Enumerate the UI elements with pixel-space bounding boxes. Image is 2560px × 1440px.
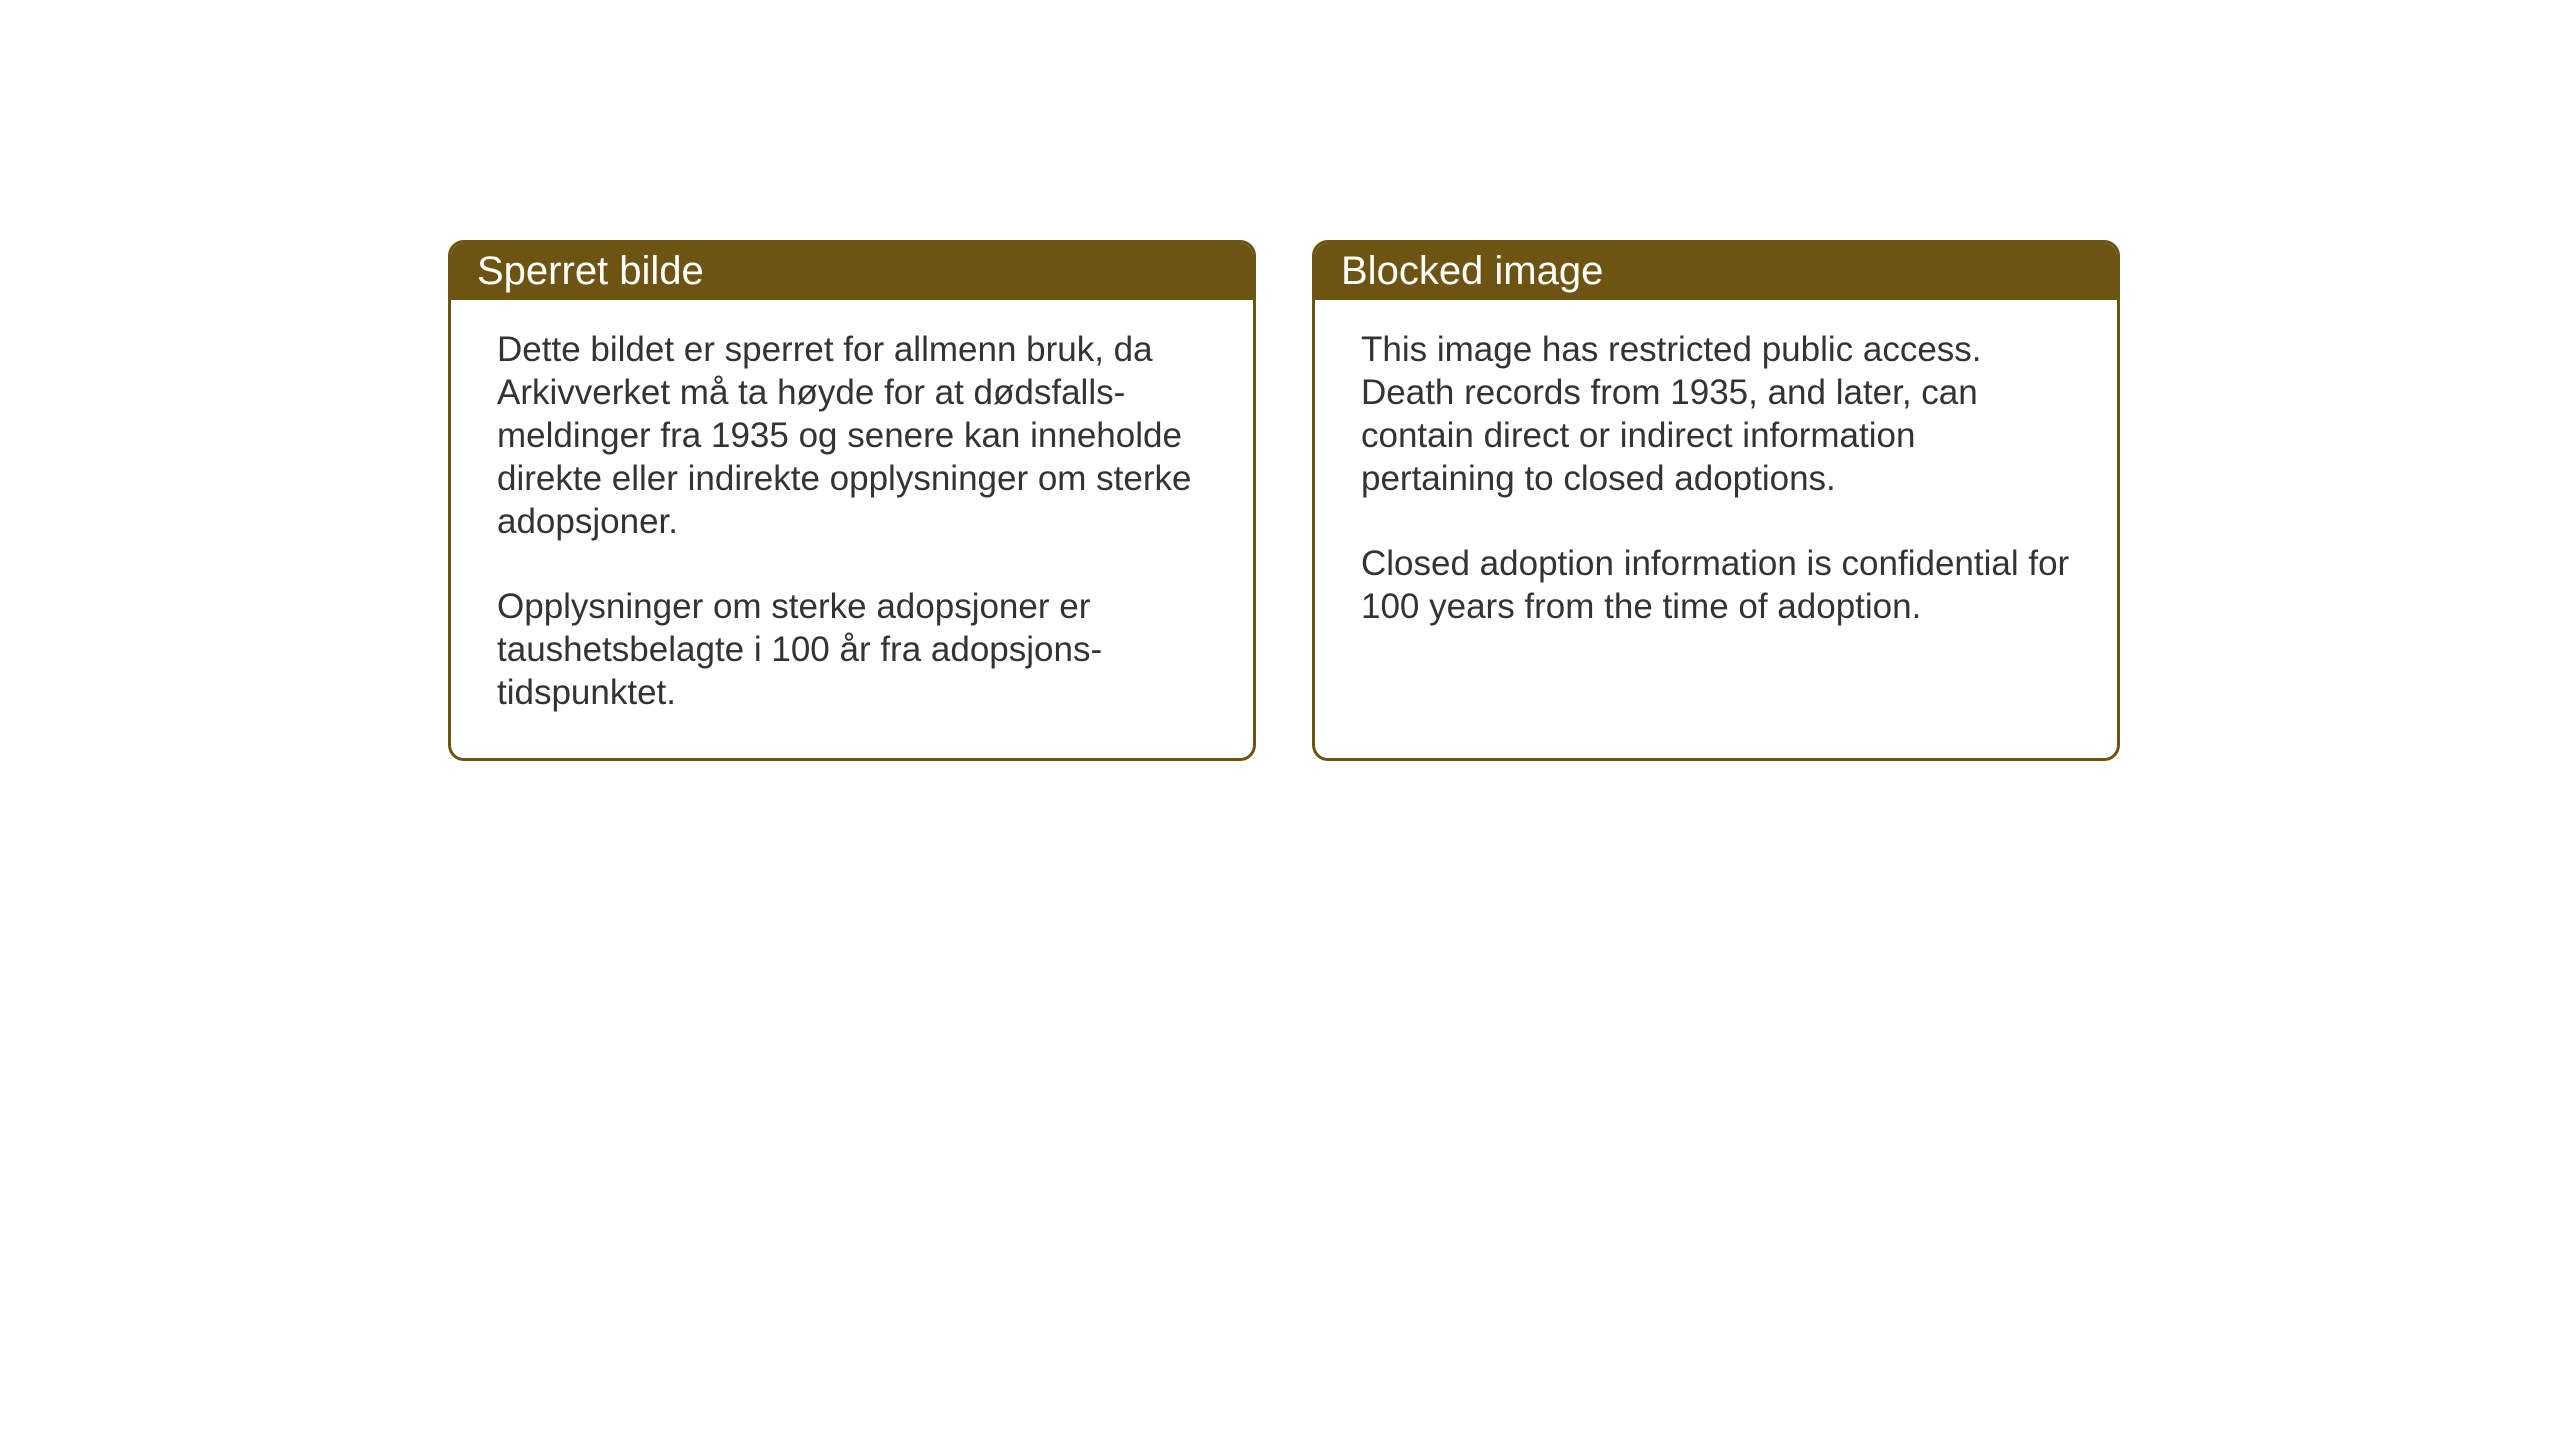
notice-body-english: This image has restricted public access.… xyxy=(1315,300,2117,672)
notice-card-norwegian: Sperret bilde Dette bildet er sperret fo… xyxy=(448,240,1256,761)
notice-paragraph: This image has restricted public access.… xyxy=(1361,328,2071,500)
notice-title-norwegian: Sperret bilde xyxy=(477,249,704,293)
notice-header-norwegian: Sperret bilde xyxy=(451,243,1253,300)
notice-header-english: Blocked image xyxy=(1315,243,2117,300)
notice-paragraph: Dette bildet er sperret for allmenn bruk… xyxy=(497,328,1207,543)
notice-paragraph: Opplysninger om sterke adopsjoner er tau… xyxy=(497,585,1207,714)
notice-card-english: Blocked image This image has restricted … xyxy=(1312,240,2120,761)
notice-title-english: Blocked image xyxy=(1341,249,1603,293)
notice-body-norwegian: Dette bildet er sperret for allmenn bruk… xyxy=(451,300,1253,758)
notice-paragraph: Closed adoption information is confident… xyxy=(1361,542,2071,628)
notice-container: Sperret bilde Dette bildet er sperret fo… xyxy=(0,0,2560,761)
